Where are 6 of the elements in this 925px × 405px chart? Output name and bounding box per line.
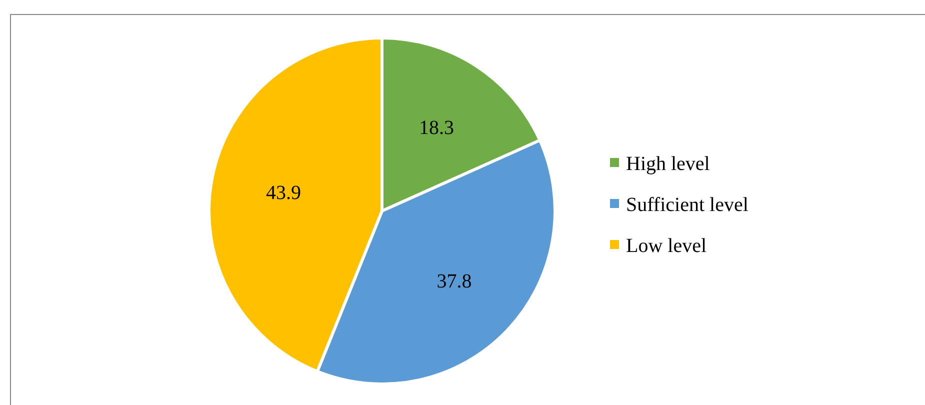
data-label: 43.9 xyxy=(266,182,301,204)
legend-label: Sufficient level xyxy=(626,194,749,216)
legend-label: Low level xyxy=(626,235,707,257)
data-label: 37.8 xyxy=(436,270,472,293)
data-label: 18.3 xyxy=(419,116,454,139)
legend-label: High level xyxy=(626,153,710,175)
